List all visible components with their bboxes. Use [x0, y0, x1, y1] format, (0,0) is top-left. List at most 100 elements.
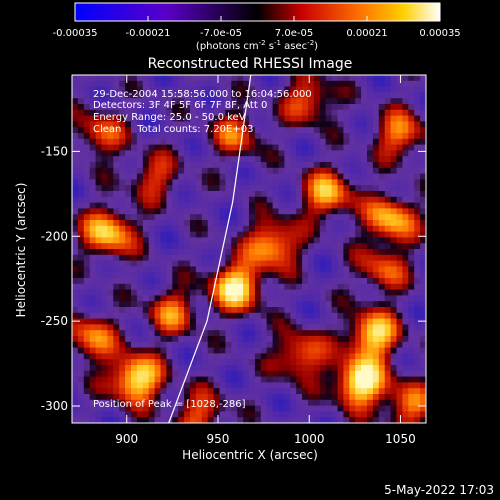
heatmap-cell: [160, 347, 167, 354]
heatmap-cell: [319, 196, 327, 203]
heatmap-cell: [325, 179, 332, 186]
heatmap-cell: [166, 86, 173, 93]
heatmap-cell: [142, 266, 150, 273]
heatmap-cell: [308, 208, 315, 215]
heatmap-cell: [337, 179, 344, 186]
heatmap-cell: [378, 196, 386, 203]
heatmap-cell: [154, 260, 161, 267]
heatmap-cell: [420, 191, 426, 198]
heatmap-cell: [390, 109, 397, 116]
heatmap-cell: [325, 260, 332, 267]
heatmap-cell: [266, 370, 273, 377]
heatmap-cell: [367, 196, 374, 203]
heatmap-cell: [414, 109, 421, 116]
heatmap-cell: [313, 318, 321, 325]
heatmap-cell: [107, 196, 114, 203]
heatmap-cell: [125, 341, 132, 348]
heatmap-cell: [178, 144, 185, 151]
heatmap-cell: [313, 202, 321, 209]
heatmap-cell: [113, 324, 120, 331]
heatmap-cell: [154, 295, 161, 302]
heatmap-cell: [195, 173, 203, 180]
heatmap-cell: [266, 324, 273, 331]
heatmap-cell: [302, 150, 309, 157]
heatmap-cell: [372, 295, 380, 302]
heatmap-cell: [278, 179, 285, 186]
heatmap-cell: [201, 173, 209, 180]
heatmap-cell: [72, 330, 79, 337]
heatmap-cell: [266, 144, 273, 151]
heatmap-cell: [390, 167, 397, 174]
heatmap-cell: [125, 289, 132, 296]
heatmap-cell: [89, 365, 96, 372]
heatmap-cell: [249, 324, 256, 331]
heatmap-cell: [231, 115, 238, 122]
heatmap-cell: [378, 376, 386, 383]
heatmap-cell: [367, 249, 374, 256]
heatmap-cell: [219, 370, 226, 377]
heatmap-cell: [237, 104, 244, 111]
heatmap-cell: [384, 254, 391, 261]
heatmap-cell: [402, 382, 409, 389]
heatmap-cell: [313, 382, 321, 389]
heatmap-cell: [367, 330, 374, 337]
heatmap-cell: [136, 121, 144, 128]
heatmap-cell: [308, 225, 315, 232]
heatmap-cell: [195, 179, 203, 186]
heatmap-cell: [343, 92, 350, 99]
heatmap-cell: [296, 138, 303, 145]
heatmap-cell: [266, 301, 273, 308]
heatmap-cell: [343, 127, 350, 134]
heatmap-cell: [361, 312, 368, 319]
heatmap-cell: [213, 266, 220, 273]
heatmap-cell: [83, 324, 91, 331]
heatmap-cell: [219, 104, 226, 111]
heatmap-cell: [95, 359, 102, 366]
heatmap-cell: [119, 98, 126, 105]
heatmap-cell: [343, 162, 350, 169]
heatmap-cell: [254, 98, 262, 105]
heatmap-cell: [83, 202, 91, 209]
heatmap-cell: [372, 376, 380, 383]
heatmap-cell: [361, 359, 368, 366]
heatmap-cell: [367, 92, 374, 99]
heatmap-cell: [184, 312, 191, 319]
heatmap-cell: [243, 312, 250, 319]
heatmap-cell: [178, 167, 185, 174]
heatmap-cell: [355, 133, 362, 140]
heatmap-cell: [313, 109, 321, 116]
heatmap-cell: [254, 92, 262, 99]
heatmap-cell: [260, 127, 268, 134]
heatmap-cell: [249, 301, 256, 308]
heatmap-cell: [131, 191, 138, 198]
heatmap-cell: [272, 80, 279, 87]
heatmap-cell: [260, 272, 268, 279]
heatmap-cell: [367, 144, 374, 151]
heatmap-cell: [367, 382, 374, 389]
heatmap-cell: [367, 156, 374, 163]
heatmap-cell: [225, 295, 232, 302]
heatmap-cell: [290, 249, 297, 256]
heatmap-cell: [166, 388, 173, 395]
heatmap-cell: [237, 341, 244, 348]
heatmap-cell: [136, 417, 144, 423]
heatmap-cell: [101, 133, 108, 140]
heatmap-cell: [190, 405, 197, 412]
heatmap-cell: [119, 75, 126, 82]
heatmap-cell: [195, 260, 203, 267]
heatmap-cell: [219, 347, 226, 354]
heatmap-cell: [107, 231, 114, 238]
heatmap-cell: [142, 220, 150, 227]
heatmap-cell: [89, 266, 96, 273]
heatmap-cell: [225, 109, 232, 116]
heatmap-cell: [331, 98, 338, 105]
heatmap-cell: [184, 394, 191, 401]
heatmap-cell: [219, 295, 226, 302]
heatmap-cell: [113, 359, 120, 366]
heatmap-cell: [266, 138, 273, 145]
heatmap-cell: [142, 272, 150, 279]
heatmap-cell: [72, 127, 79, 134]
heatmap-cell: [290, 417, 297, 423]
heatmap-cell: [184, 260, 191, 267]
heatmap-cell: [207, 370, 214, 377]
